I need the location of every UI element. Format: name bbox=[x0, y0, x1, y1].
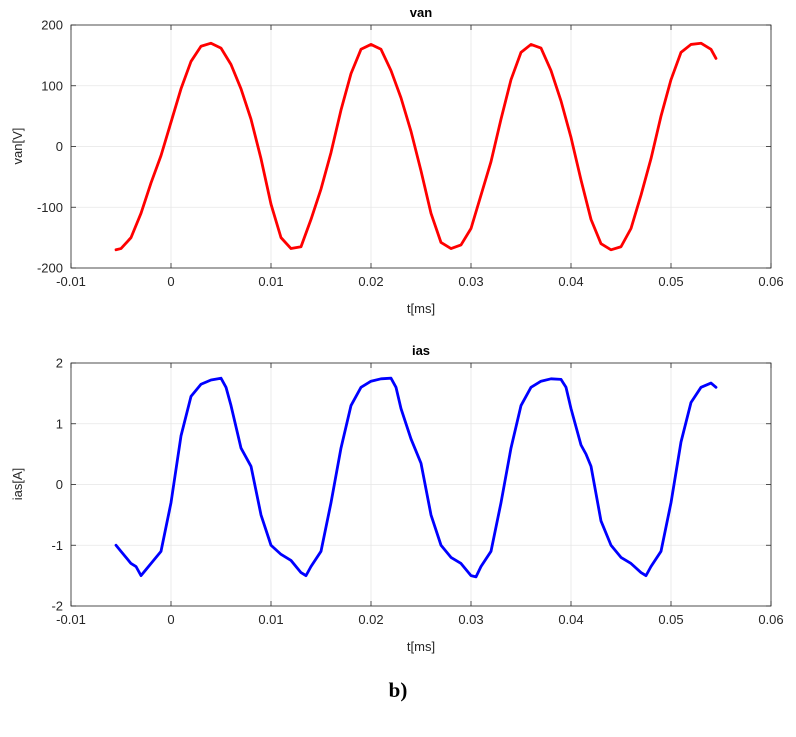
van-y-ticks: -200 -100 0 100 200 bbox=[37, 18, 771, 276]
van-y-tick-label: -200 bbox=[37, 261, 63, 276]
van-series bbox=[114, 41, 718, 252]
van-series-line bbox=[114, 41, 718, 252]
van-chart-title: van bbox=[410, 5, 432, 20]
ias-x-tick-label: 0.03 bbox=[458, 612, 483, 627]
ias-y-tick-label: 1 bbox=[56, 416, 63, 431]
ias-x-tick-label: 0.01 bbox=[258, 612, 283, 627]
van-subplot: -0.01 0 0.01 0.02 0.03 0.04 0.05 0.06 -200 -100 0… bbox=[10, 5, 784, 316]
van-y-tick-label: 200 bbox=[41, 18, 63, 33]
van-x-tick-label: 0 bbox=[167, 274, 174, 289]
ias-y-axis-label: ias[A] bbox=[10, 468, 25, 501]
ias-x-tick-label: 0.05 bbox=[658, 612, 683, 627]
van-x-tick-label: -0.01 bbox=[56, 274, 86, 289]
ias-y-tick-label: 0 bbox=[56, 477, 63, 492]
ias-y-tick-label: -2 bbox=[51, 599, 63, 614]
ias-series bbox=[114, 376, 718, 579]
ias-chart-title: ias bbox=[412, 343, 430, 358]
ias-y-tick-label: -1 bbox=[51, 538, 63, 553]
van-x-tick-label: 0.01 bbox=[258, 274, 283, 289]
van-x-tick-label: 0.06 bbox=[758, 274, 783, 289]
ias-subplot: -0.01 0 0.01 0.02 0.03 0.04 0.05 0.06 -2 -1 0 1 2 i… bbox=[10, 343, 784, 654]
van-y-tick-label: 100 bbox=[41, 78, 63, 93]
ias-y-ticks: -2 -1 0 1 2 bbox=[51, 356, 771, 614]
van-x-axis-label: t[ms] bbox=[407, 301, 435, 316]
ias-x-axis-label: t[ms] bbox=[407, 639, 435, 654]
van-y-tick-label: -100 bbox=[37, 200, 63, 215]
van-x-tick-label: 0.02 bbox=[358, 274, 383, 289]
figure: -0.01 0 0.01 0.02 0.03 0.04 0.05 0.06 -200-1000… bbox=[10, 5, 784, 654]
ias-x-ticks: -0.01 0 0.01 0.02 0.03 0.04 0.05 0.06 bbox=[56, 363, 784, 627]
ias-x-tick-label: 0.04 bbox=[558, 612, 583, 627]
van-x-ticks: -0.01 0 0.01 0.02 0.03 0.04 0.05 0.06 bbox=[56, 25, 784, 289]
van-y-axis-label: van[V] bbox=[10, 128, 25, 165]
ias-x-tick-label: -0.01 bbox=[56, 612, 86, 627]
van-x-tick-label: 0.04 bbox=[558, 274, 583, 289]
ias-x-tick-label: 0.06 bbox=[758, 612, 783, 627]
van-x-tick-label: 0.03 bbox=[458, 274, 483, 289]
figure-caption: b) bbox=[388, 678, 408, 702]
ias-series-line bbox=[114, 376, 718, 579]
ias-x-tick-label: 0 bbox=[167, 612, 174, 627]
ias-y-tick-label: 2 bbox=[56, 356, 63, 371]
van-x-tick-label: 0.05 bbox=[658, 274, 683, 289]
ias-x-tick-label: 0.02 bbox=[358, 612, 383, 627]
van-y-tick-label: 0 bbox=[56, 139, 63, 154]
